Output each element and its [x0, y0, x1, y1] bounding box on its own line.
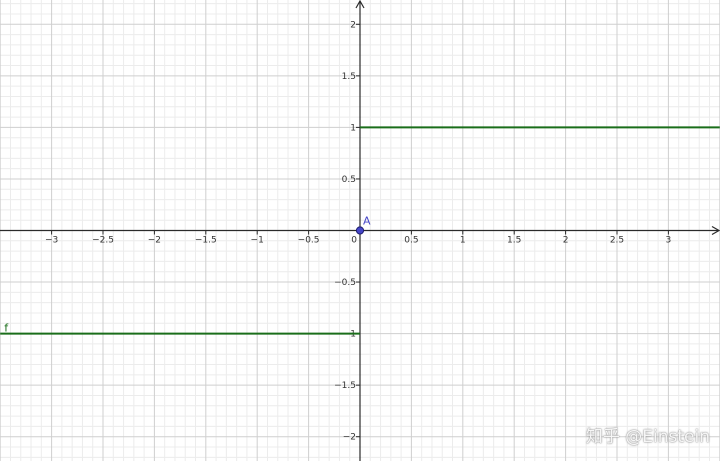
- point-label: A: [363, 215, 371, 228]
- watermark: 知乎 @Einstein: [585, 427, 710, 447]
- y-tick-label: −2: [343, 433, 356, 443]
- x-tick-label: −1: [251, 236, 264, 246]
- y-tick-label: −1.5: [334, 381, 356, 391]
- x-tick-label: −2.5: [92, 236, 114, 246]
- x-tick-label: 2.5: [610, 236, 624, 246]
- y-tick-label: 0.5: [342, 175, 356, 185]
- point-A[interactable]: [355, 226, 365, 235]
- y-tick-label: −0.5: [334, 278, 356, 288]
- x-axis-arrow-icon: [711, 225, 720, 236]
- y-tick-label: 1.5: [342, 72, 356, 82]
- x-tick-label: −1.5: [195, 236, 217, 246]
- x-tick-label: 1: [460, 236, 466, 246]
- x-tick-label: 0.5: [404, 236, 418, 246]
- x-tick-label: −0.5: [298, 236, 320, 246]
- y-tick-label: 1: [350, 123, 356, 133]
- function-label: f: [4, 322, 9, 335]
- x-tick-label: −3: [45, 236, 58, 246]
- x-tick-label: 3: [666, 236, 672, 246]
- x-tick-label: 2: [563, 236, 569, 246]
- x-tick-label: 1.5: [507, 236, 521, 246]
- y-tick-label: 2: [350, 20, 356, 30]
- x-tick-label: −2: [148, 236, 161, 246]
- y-axis-arrow-icon: [355, 0, 365, 9]
- x-tick-label: 0: [351, 236, 357, 246]
